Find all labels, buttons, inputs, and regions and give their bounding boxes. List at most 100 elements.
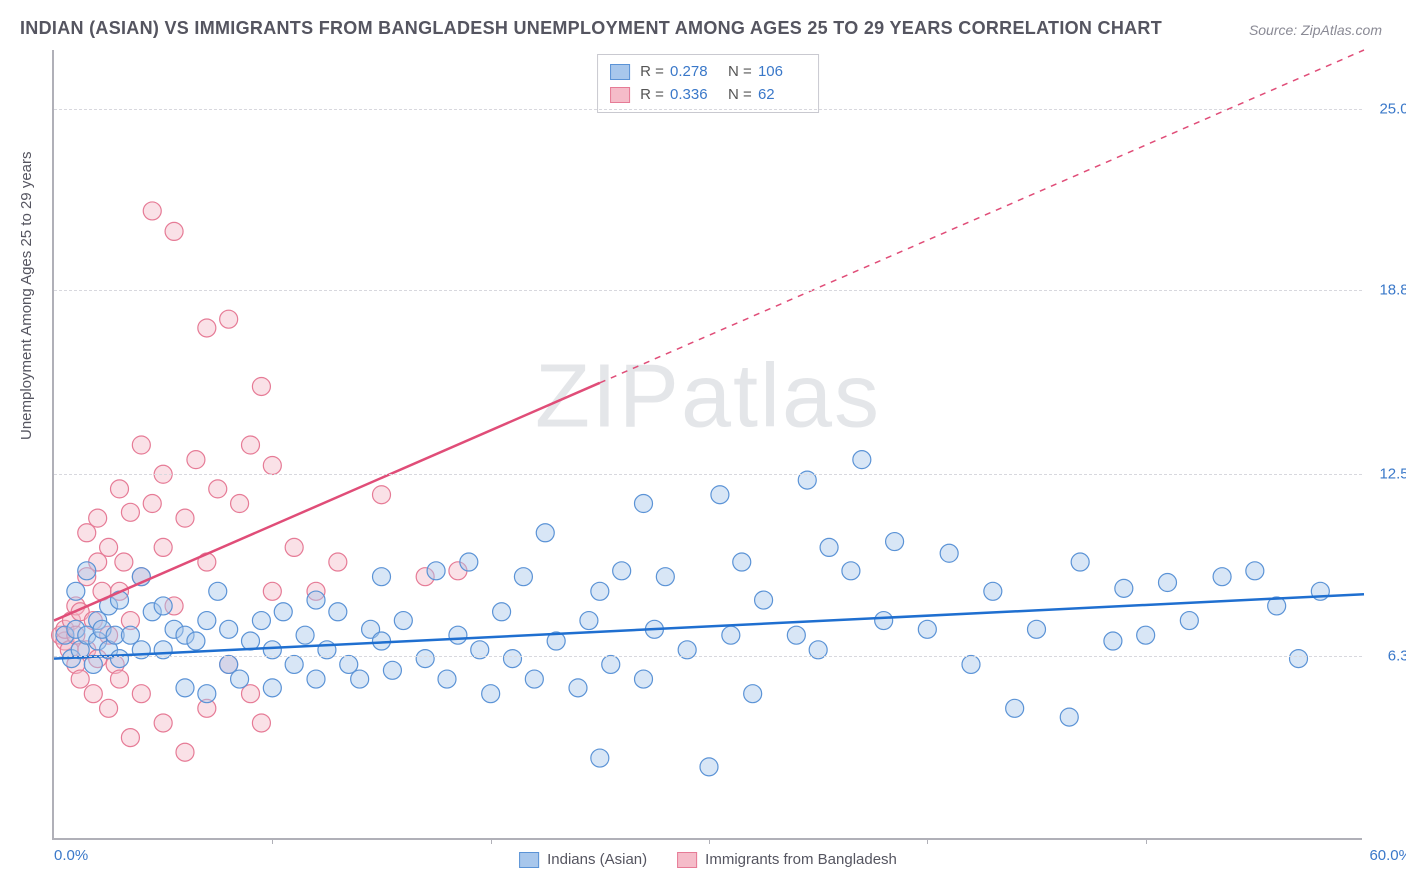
data-point: [962, 655, 980, 673]
chart-svg: [54, 50, 1362, 838]
data-point: [427, 562, 445, 580]
legend-label-indians: Indians (Asian): [547, 851, 647, 868]
legend-series: Indians (Asian) Immigrants from Banglade…: [519, 851, 897, 868]
data-point: [187, 451, 205, 469]
data-point: [536, 524, 554, 542]
data-point: [635, 670, 653, 688]
data-point: [940, 544, 958, 562]
data-point: [744, 685, 762, 703]
y-tick-label: 18.8%: [1379, 281, 1406, 298]
data-point: [373, 486, 391, 504]
data-point: [438, 670, 456, 688]
data-point: [121, 503, 139, 521]
x-tick-mark: [491, 838, 492, 844]
chart-title: INDIAN (ASIAN) VS IMMIGRANTS FROM BANGLA…: [20, 18, 1162, 39]
data-point: [329, 553, 347, 571]
y-axis-label: Unemployment Among Ages 25 to 29 years: [18, 151, 35, 440]
data-point: [1071, 553, 1089, 571]
y-tick-label: 25.0%: [1379, 100, 1406, 117]
data-point: [263, 456, 281, 474]
data-point: [351, 670, 369, 688]
data-point: [307, 591, 325, 609]
data-point: [711, 486, 729, 504]
data-point: [100, 538, 118, 556]
data-point: [525, 670, 543, 688]
data-point: [820, 538, 838, 556]
data-point: [569, 679, 587, 697]
data-point: [918, 620, 936, 638]
x-tick-mark: [1146, 838, 1147, 844]
data-point: [1180, 612, 1198, 630]
data-point: [115, 553, 133, 571]
data-point: [242, 436, 260, 454]
trend-line: [54, 383, 600, 621]
legend-swatch-indians: [519, 852, 539, 868]
data-point: [383, 661, 401, 679]
data-point: [591, 749, 609, 767]
data-point: [416, 650, 434, 668]
legend-item-indians: Indians (Asian): [519, 851, 647, 868]
data-point: [1137, 626, 1155, 644]
y-tick-label: 12.5%: [1379, 466, 1406, 483]
data-point: [143, 202, 161, 220]
x-tick-mark: [927, 838, 928, 844]
data-point: [176, 743, 194, 761]
data-point: [1115, 579, 1133, 597]
data-point: [449, 626, 467, 644]
data-point: [252, 377, 270, 395]
data-point: [613, 562, 631, 580]
data-point: [154, 597, 172, 615]
legend-swatch-bangladesh: [677, 852, 697, 868]
y-tick-label: 6.3%: [1388, 647, 1406, 664]
data-point: [285, 538, 303, 556]
data-point: [132, 685, 150, 703]
data-point: [755, 591, 773, 609]
plot-area: ZIPatlas R = 0.278 N = 106 R = 0.336 N =…: [52, 50, 1362, 840]
data-point: [656, 568, 674, 586]
data-point: [263, 679, 281, 697]
data-point: [231, 670, 249, 688]
data-point: [71, 670, 89, 688]
data-point: [329, 603, 347, 621]
data-point: [121, 729, 139, 747]
data-point: [176, 509, 194, 527]
data-point: [100, 699, 118, 717]
legend-label-bangladesh: Immigrants from Bangladesh: [705, 851, 897, 868]
data-point: [296, 626, 314, 644]
data-point: [274, 603, 292, 621]
data-point: [635, 495, 653, 513]
data-point: [493, 603, 511, 621]
data-point: [1104, 632, 1122, 650]
data-point: [482, 685, 500, 703]
data-point: [842, 562, 860, 580]
data-point: [154, 714, 172, 732]
data-point: [198, 685, 216, 703]
data-point: [700, 758, 718, 776]
data-point: [1159, 574, 1177, 592]
data-point: [89, 509, 107, 527]
data-point: [209, 480, 227, 498]
data-point: [875, 612, 893, 630]
data-point: [394, 612, 412, 630]
trend-line-dashed: [600, 50, 1364, 383]
data-point: [504, 650, 522, 668]
data-point: [220, 620, 238, 638]
gridline: [54, 656, 1362, 657]
data-point: [263, 582, 281, 600]
data-point: [514, 568, 532, 586]
data-point: [252, 714, 270, 732]
data-point: [1060, 708, 1078, 726]
data-point: [187, 632, 205, 650]
legend-item-bangladesh: Immigrants from Bangladesh: [677, 851, 897, 868]
data-point: [1246, 562, 1264, 580]
data-point: [143, 495, 161, 513]
trend-line: [54, 594, 1364, 658]
data-point: [1290, 650, 1308, 668]
data-point: [220, 310, 238, 328]
data-point: [198, 612, 216, 630]
gridline: [54, 109, 1362, 110]
data-point: [252, 612, 270, 630]
data-point: [580, 612, 598, 630]
data-point: [242, 632, 260, 650]
source-attribution: Source: ZipAtlas.com: [1249, 22, 1382, 38]
